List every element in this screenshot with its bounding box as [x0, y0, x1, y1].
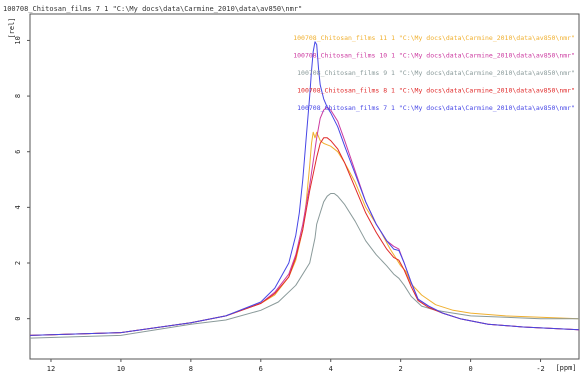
legend-entry-1: 100708_Chitosan_films 11 1 "C:\My docs\d… [293, 34, 575, 42]
y-tick-label: 2 [14, 261, 22, 265]
spectrum-line-5 [29, 41, 580, 336]
y-tick-label: 6 [14, 150, 22, 154]
y-tick-label: 4 [14, 205, 22, 209]
x-tick-label: 10 [117, 365, 125, 373]
x-tick-label: -2 [536, 365, 544, 373]
x-tick-label: 12 [47, 365, 55, 373]
y-tick-label: 8 [14, 94, 22, 98]
x-axis-label: [ppm] [555, 364, 576, 372]
x-tick-label: 2 [399, 365, 403, 373]
window-title: 100708_Chitosan_films 7 1 "C:\My docs\da… [3, 5, 302, 13]
x-tick-label: 6 [259, 365, 263, 373]
spectrum-line-4 [29, 137, 580, 336]
legend-entry-4: 100708_Chitosan_films 8 1 "C:\My docs\da… [297, 87, 575, 95]
y-tick-label: 0 [14, 317, 22, 321]
plot-frame [29, 13, 580, 360]
y-tick-label: 10 [14, 36, 22, 44]
y-axis-label: [rel] [8, 17, 16, 38]
legend-entry-2: 100708_Chitosan_films 10 1 "C:\My docs\d… [293, 52, 575, 60]
legend-entry-5: 100708_Chitosan_films 7 1 "C:\My docs\da… [297, 104, 575, 112]
x-tick-label: 0 [468, 365, 472, 373]
x-tick-label: 8 [189, 365, 193, 373]
legend-entry-3: 100708_Chitosan_films 9 1 "C:\My docs\da… [297, 69, 575, 77]
x-tick-label: 4 [329, 365, 333, 373]
